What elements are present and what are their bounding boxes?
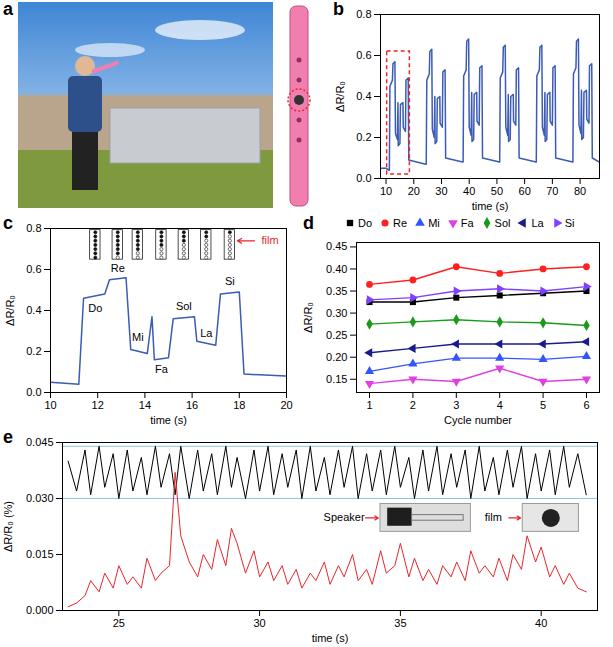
svg-text:0.4: 0.4: [26, 304, 41, 316]
html-text:Do: Do: [358, 217, 373, 229]
svg-text:2: 2: [410, 399, 416, 411]
svg-text:ΔR/R₀ (%): ΔR/R₀ (%): [2, 501, 14, 552]
svg-text:5: 5: [540, 399, 546, 411]
svg-text:10: 10: [380, 185, 392, 197]
svg-text:0.030: 0.030: [26, 492, 54, 504]
html-text:Re: Re: [393, 217, 408, 229]
svg-text:Sol: Sol: [176, 300, 192, 312]
svg-text:0.000: 0.000: [26, 604, 54, 616]
svg-text:ΔR/R₀: ΔR/R₀: [302, 302, 314, 333]
svg-text:film: film: [485, 511, 502, 523]
svg-text:0.15: 0.15: [326, 373, 347, 385]
svg-text:Fa: Fa: [155, 363, 169, 375]
svg-text:3: 3: [453, 399, 459, 411]
svg-text:0.8: 0.8: [26, 222, 41, 234]
svg-text:time (s): time (s): [472, 200, 509, 212]
svg-text:20: 20: [280, 399, 292, 411]
svg-text:0.045: 0.045: [26, 436, 54, 448]
svg-text:film: film: [261, 234, 278, 246]
svg-text:time (s): time (s): [150, 414, 187, 426]
html-text:e: e: [3, 427, 13, 447]
html-text:La: La: [531, 217, 544, 229]
svg-text:14: 14: [139, 399, 151, 411]
svg-text:ΔR/R₀: ΔR/R₀: [4, 295, 16, 326]
svg-text:Cycle number: Cycle number: [444, 414, 512, 426]
svg-text:80: 80: [574, 185, 586, 197]
svg-text:12: 12: [92, 399, 104, 411]
svg-text:0.0: 0.0: [26, 386, 41, 398]
html-text:Fa: Fa: [460, 217, 474, 229]
svg-text:18: 18: [233, 399, 245, 411]
svg-text:30: 30: [435, 185, 447, 197]
svg-text:0.2: 0.2: [356, 131, 371, 143]
svg-text:0.35: 0.35: [326, 285, 347, 297]
svg-text:30: 30: [253, 617, 265, 629]
svg-text:Si: Si: [225, 275, 235, 287]
svg-text:20: 20: [408, 185, 420, 197]
svg-text:0.25: 0.25: [326, 329, 347, 341]
svg-text:35: 35: [394, 617, 406, 629]
svg-text:La: La: [200, 327, 213, 339]
html-text:c: c: [3, 213, 13, 233]
svg-text:50: 50: [491, 185, 503, 197]
html-text:Sol: Sol: [494, 217, 511, 229]
svg-text:10: 10: [44, 399, 56, 411]
svg-text:40: 40: [463, 185, 475, 197]
html-text:Si: Si: [564, 217, 575, 229]
svg-text:time (s): time (s): [312, 632, 349, 644]
svg-text:0.015: 0.015: [26, 548, 54, 560]
html-text:a: a: [3, 0, 13, 19]
svg-text:0.2: 0.2: [26, 345, 41, 357]
svg-text:0.6: 0.6: [26, 263, 41, 275]
svg-text:1: 1: [366, 399, 372, 411]
svg-text:40: 40: [535, 617, 547, 629]
html-text:d: d: [303, 213, 314, 233]
svg-text:ΔR/R₀: ΔR/R₀: [334, 81, 346, 112]
svg-text:Speaker: Speaker: [324, 511, 365, 523]
html-text:b: b: [333, 0, 344, 19]
svg-text:4: 4: [497, 399, 503, 411]
html-text:Mi: Mi: [428, 217, 440, 229]
svg-text:0.40: 0.40: [326, 262, 347, 274]
svg-text:0.20: 0.20: [326, 351, 347, 363]
svg-text:25: 25: [113, 617, 125, 629]
svg-text:Do: Do: [88, 302, 102, 314]
svg-text:0.4: 0.4: [356, 90, 371, 102]
svg-text:70: 70: [546, 185, 558, 197]
svg-text:0.30: 0.30: [326, 307, 347, 319]
svg-text:0.6: 0.6: [356, 49, 371, 61]
svg-text:60: 60: [519, 185, 531, 197]
svg-text:Mi: Mi: [132, 331, 144, 343]
svg-text:16: 16: [186, 399, 198, 411]
svg-text:Re: Re: [111, 262, 125, 274]
svg-text:0.45: 0.45: [326, 240, 347, 252]
svg-text:0.8: 0.8: [356, 8, 371, 20]
svg-text:0.0: 0.0: [356, 172, 371, 184]
svg-text:6: 6: [583, 399, 589, 411]
